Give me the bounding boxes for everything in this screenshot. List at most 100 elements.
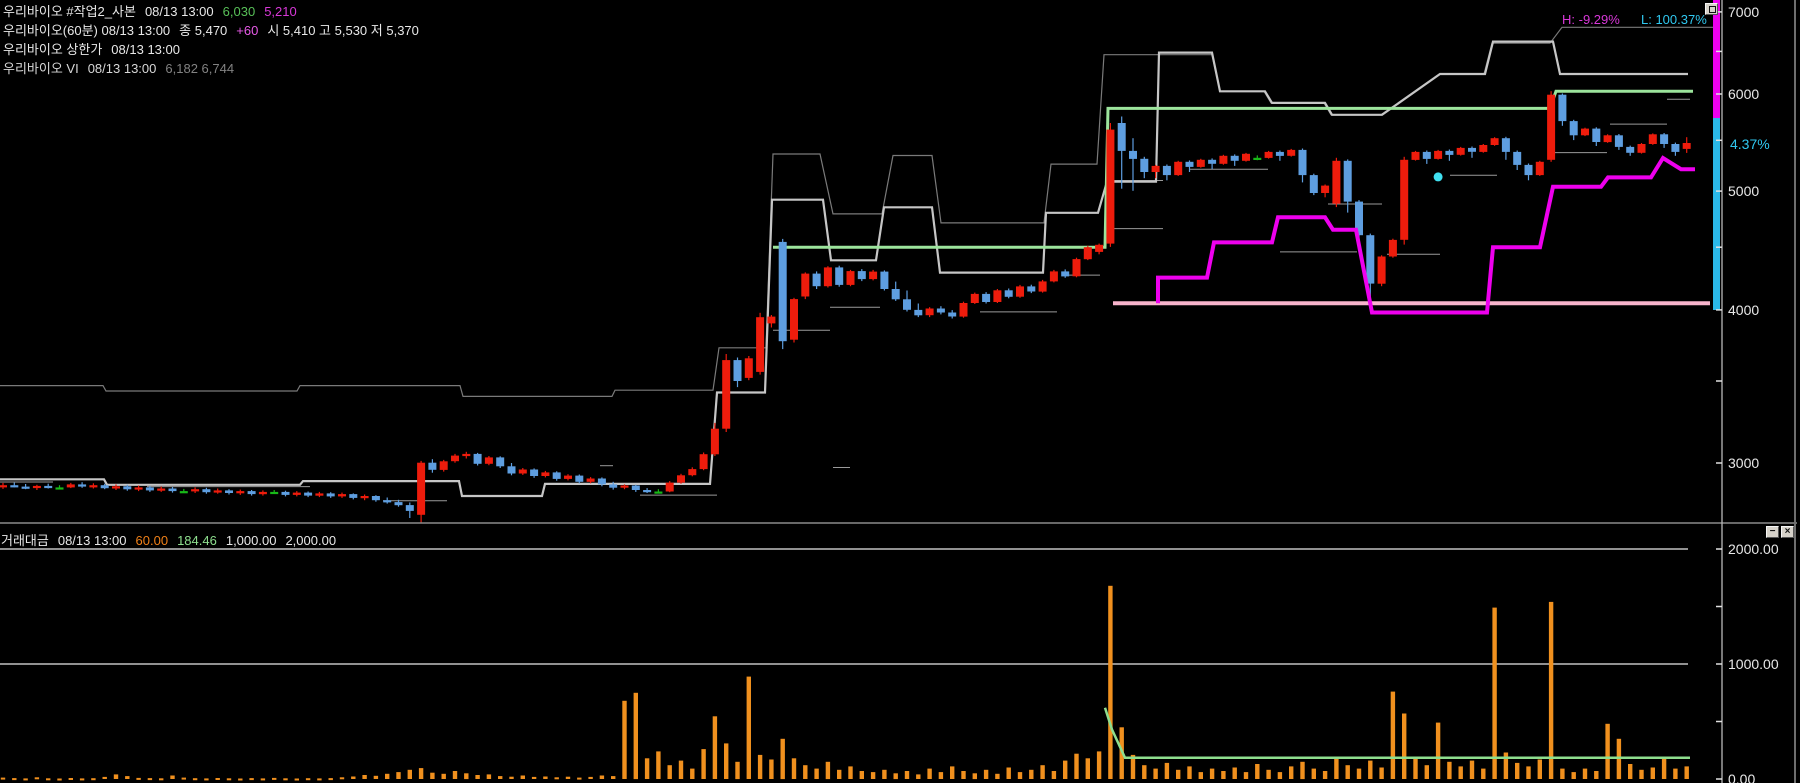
volume-bar (554, 777, 559, 780)
candle-body (993, 290, 1002, 302)
volume-bar (622, 700, 627, 779)
volume-bar (396, 772, 401, 779)
candle-body (168, 488, 177, 492)
restore-button[interactable] (1705, 3, 1718, 15)
volume-bar (1085, 758, 1090, 779)
volume-bar (1232, 767, 1237, 779)
candle-body (1196, 159, 1205, 167)
candle-body (1117, 123, 1126, 151)
candle-body (507, 466, 516, 474)
candle-body (10, 485, 19, 488)
volume-bar (1334, 758, 1339, 779)
volume-bar (1560, 768, 1565, 779)
volume-bar (972, 773, 977, 780)
minimize-button[interactable]: − (1766, 526, 1779, 538)
candle-body (473, 453, 482, 464)
candle-body (1072, 259, 1081, 277)
candle-body (1682, 143, 1691, 149)
volume-bar (780, 738, 785, 780)
volume-bar (1322, 771, 1328, 779)
volume-bar (1503, 752, 1509, 779)
volume-bar (1289, 766, 1294, 779)
header-text: 우리바이오(60분) 08/13 13:00 (3, 23, 171, 38)
price-axis-label: 7000 (1728, 3, 1760, 20)
volume-header-text: 거래대금 (1, 533, 49, 548)
low-percent-label: L: 100.37% (1641, 12, 1707, 27)
candle-body (1230, 155, 1239, 161)
current-price-percent-label: 4.37% (1730, 136, 1770, 153)
candle-body (541, 472, 550, 476)
candle-body (1513, 151, 1522, 165)
volume-bar (565, 776, 571, 779)
volume-bar (68, 778, 73, 780)
price-axis-label: 6000 (1728, 85, 1760, 102)
volume-bar (1673, 768, 1678, 779)
volume-bar (656, 751, 661, 779)
candle-body (835, 267, 844, 285)
candle-body (1095, 244, 1104, 252)
candle-body (134, 487, 143, 490)
volume-bar (136, 777, 141, 780)
volume-bar (339, 777, 345, 780)
candle-body (1388, 239, 1397, 257)
volume-bar (1515, 762, 1520, 779)
volume-bar (79, 778, 85, 781)
volume-bar (814, 768, 819, 779)
candle-body (100, 485, 109, 489)
volume-bar (1650, 767, 1655, 779)
candle-body (338, 494, 346, 497)
candle-body (44, 485, 53, 489)
volume-bar (305, 778, 311, 781)
candle-body (292, 492, 301, 495)
candle-body (394, 502, 403, 506)
volume-bar (1379, 767, 1384, 779)
candle-body (78, 484, 87, 487)
volume-bar (249, 778, 254, 781)
header-text: 우리바이오 #작업2_사본 (3, 4, 136, 19)
volume-bar (1684, 766, 1689, 779)
volume-bar (1311, 768, 1316, 779)
candle-body (654, 491, 663, 494)
volume-bar (498, 776, 503, 779)
candle-body (1603, 135, 1612, 143)
volume-bar (486, 774, 492, 779)
candle-body (1411, 151, 1420, 160)
volume-bar (611, 776, 616, 779)
volume-bar (328, 778, 333, 781)
candle-body (451, 455, 459, 462)
candle-body (790, 299, 798, 340)
candle-body (1547, 94, 1556, 160)
candle-body (857, 271, 866, 280)
volume-bar (893, 773, 898, 780)
volume-bar (531, 776, 537, 779)
candle-body (1400, 159, 1409, 240)
candle-body (1264, 151, 1273, 158)
close-button[interactable]: × (1781, 526, 1794, 538)
restore-icon (1709, 6, 1716, 13)
volume-bar (159, 778, 164, 781)
candle-body (631, 485, 640, 490)
high-percent-value: H: -9.29% (1562, 12, 1620, 27)
candle-body (1321, 185, 1330, 193)
candle-body (1162, 165, 1171, 176)
candle-body (247, 491, 256, 495)
candle-body (1049, 271, 1058, 282)
candle-body (575, 475, 584, 482)
volume-header-text: 60.00 (135, 533, 169, 548)
candle-body (270, 491, 279, 495)
volume-bar (1187, 766, 1192, 779)
volume-bar (904, 771, 910, 779)
volume-bar (1526, 766, 1531, 779)
candle-body (1592, 128, 1601, 142)
candle-body (1061, 271, 1070, 277)
candle-body (496, 457, 505, 467)
volume-bar (1221, 771, 1226, 779)
candle-body (191, 489, 200, 492)
volume-panel-header: 거래대금 08/13 13:00 60.00 184.46 1,000.00 2,000.… (1, 530, 345, 549)
volume-bar (1628, 764, 1633, 779)
candle-body (32, 485, 41, 489)
candle-body (1309, 175, 1318, 193)
volume-bar (1209, 768, 1215, 779)
candle-body (258, 491, 267, 495)
